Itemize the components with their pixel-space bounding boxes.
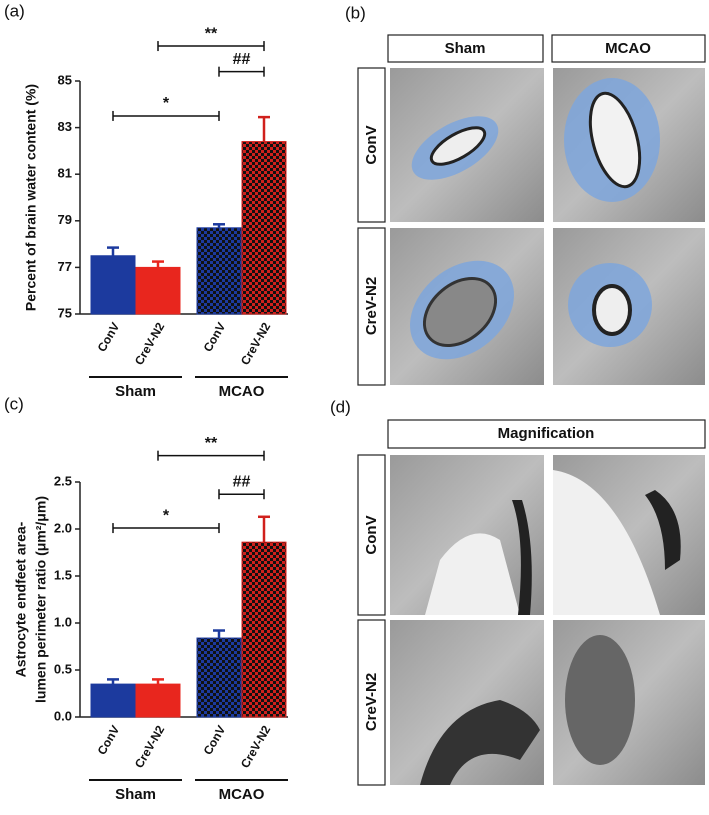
significance-label: * <box>163 95 170 112</box>
significance-label: ## <box>233 473 251 490</box>
row-header: CreV-N2 <box>363 673 380 731</box>
cell <box>645 490 681 570</box>
x-tick-label: ConV <box>201 320 229 354</box>
y-tick-label: 1.0 <box>54 614 72 629</box>
y-tick-label: 75 <box>58 305 72 320</box>
significance-label: ## <box>233 51 251 68</box>
vessel <box>425 533 520 615</box>
y-tick-label: 2.5 <box>54 473 72 488</box>
column-header: MCAO <box>605 40 651 57</box>
significance-label: * <box>163 507 170 524</box>
vessel <box>592 284 632 336</box>
group-label: Sham <box>115 383 156 400</box>
x-tick-label: ConV <box>201 723 229 757</box>
y-tick-label: 81 <box>58 166 72 181</box>
x-tick-label: ConV <box>95 723 123 757</box>
bar <box>241 541 287 718</box>
column-header-box <box>387 419 706 449</box>
panel-label: (a) <box>4 1 25 20</box>
group-label: MCAO <box>219 786 265 803</box>
y-tick-label: 0.0 <box>54 708 72 723</box>
cell <box>420 700 540 785</box>
x-tick-label: ConV <box>95 320 123 354</box>
column-header: Sham <box>445 40 486 57</box>
y-tick-label: 0.5 <box>54 661 72 676</box>
bar <box>135 266 181 315</box>
row-header: CreV-N2 <box>363 277 380 335</box>
y-axis-label: Astrocyte endfeet area- <box>13 521 29 677</box>
y-tick-label: 85 <box>58 72 72 87</box>
y-axis-label: lumen perimeter ratio (μm²/μm) <box>33 496 49 703</box>
row-header: ConV <box>363 125 380 164</box>
panel-label: (c) <box>4 394 24 413</box>
row-header: ConV <box>363 515 380 554</box>
bar <box>241 141 287 315</box>
cell <box>512 500 532 615</box>
vessel <box>553 470 660 615</box>
x-tick-label: CreV-N2 <box>238 320 274 368</box>
micrographs <box>390 455 705 785</box>
micrographs <box>390 68 705 385</box>
bar <box>196 637 242 718</box>
x-tick-label: CreV-N2 <box>132 723 168 771</box>
y-tick-label: 1.5 <box>54 567 72 582</box>
group-label: MCAO <box>219 383 265 400</box>
vessel <box>429 126 487 166</box>
panel-label: (d) <box>330 397 351 416</box>
column-header-box <box>387 34 544 63</box>
y-tick-label: 2.0 <box>54 520 72 535</box>
row-header-box <box>357 227 386 386</box>
row-header-box <box>357 67 386 223</box>
row-header-box <box>357 619 386 786</box>
x-tick-label: CreV-N2 <box>132 320 168 368</box>
x-tick-label: CreV-N2 <box>238 723 274 771</box>
significance-label: ** <box>205 435 218 452</box>
bar <box>196 227 242 315</box>
column-header-box <box>551 34 706 63</box>
row-header-box <box>357 454 386 616</box>
significance-label: ** <box>205 25 218 42</box>
bar <box>90 683 136 718</box>
vessel <box>588 91 642 189</box>
bar <box>90 255 136 315</box>
y-tick-label: 83 <box>58 119 72 134</box>
column-header: Magnification <box>498 425 595 442</box>
group-label: Sham <box>115 786 156 803</box>
vessel <box>422 277 498 347</box>
bar <box>135 683 181 718</box>
y-axis-label: Percent of brain water content (%) <box>23 84 39 311</box>
y-tick-label: 79 <box>58 212 72 227</box>
y-tick-label: 77 <box>58 259 72 274</box>
panel-label: (b) <box>345 3 366 22</box>
cell <box>565 635 635 765</box>
